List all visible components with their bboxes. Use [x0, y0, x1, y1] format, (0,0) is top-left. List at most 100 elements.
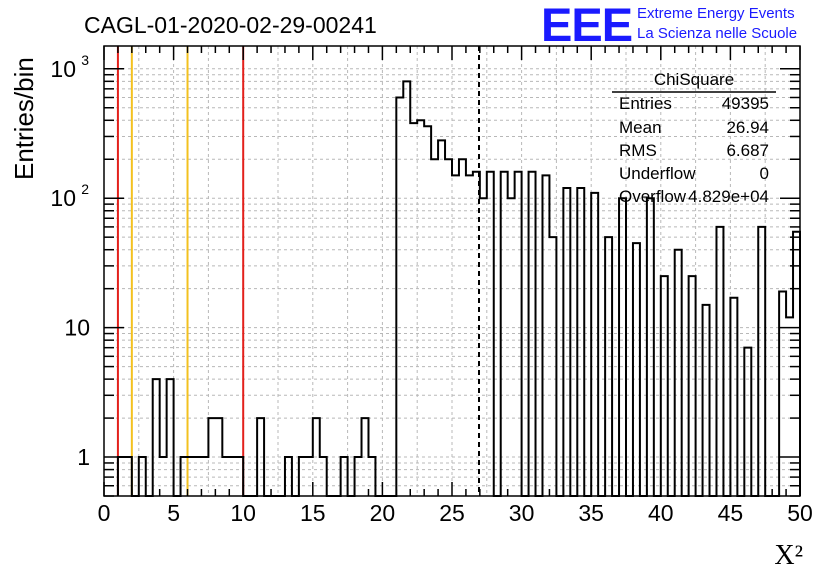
x-tick-label: 15 [300, 500, 326, 526]
histogram-bin [633, 243, 640, 496]
histogram-bin [396, 98, 403, 496]
histogram-bin [431, 159, 438, 496]
histogram-bin [452, 175, 459, 496]
eee-logo: EEE Extreme Energy Events La Scienza nel… [541, 0, 797, 51]
histogram-bin [313, 418, 320, 496]
histogram-bin [299, 457, 306, 496]
x-tick-label: 35 [578, 500, 604, 526]
x-tick-labels: 0 5 10 15 20 25 30 35 40 45 50 [98, 500, 813, 526]
histogram-bin [236, 457, 243, 496]
histogram-bin [730, 298, 737, 496]
x-tick-label: 45 [718, 500, 744, 526]
stats-label-entries: Entries [619, 94, 672, 113]
histogram-bin [779, 292, 786, 496]
stats-label-rms: RMS [619, 141, 657, 160]
logo-line-2: La Scienza nelle Scuole [637, 25, 797, 42]
logo-line-1: Extreme Energy Events [637, 5, 795, 22]
y-tick-exponent: 3 [81, 52, 89, 68]
histogram-bin [417, 120, 424, 496]
y-axis-title: Entries/bin [9, 57, 39, 180]
histogram-bin [466, 175, 473, 496]
histogram-bin [445, 159, 452, 496]
stats-value-underflow: 0 [760, 164, 769, 183]
histogram-bin [355, 457, 362, 496]
histogram-bin [487, 172, 494, 496]
histogram-bin [285, 457, 292, 496]
histogram-bin [591, 193, 598, 496]
y-tick-label: 1 [77, 444, 90, 470]
y-tick-label: 10 [50, 185, 76, 211]
x-tick-label: 25 [439, 500, 465, 526]
histogram-bin [424, 126, 431, 496]
histogram-bin [438, 140, 445, 496]
x-axis-title: X² [774, 540, 803, 571]
histogram-bin [689, 276, 696, 496]
histogram-bin [320, 457, 327, 496]
histogram-bin [341, 457, 348, 496]
histogram-bin [403, 81, 410, 496]
histogram-bin [716, 227, 723, 496]
x-tick-label: 40 [648, 500, 674, 526]
histogram-bin [508, 198, 515, 496]
histogram-bin [480, 198, 487, 496]
logo-letters: EEE [541, 0, 632, 51]
histogram-bin [744, 348, 751, 496]
x-tick-label: 10 [230, 500, 256, 526]
histogram-bin [577, 188, 584, 496]
histogram-bin [229, 457, 236, 496]
y-tick-labels: 1 10 10 2 10 3 [50, 52, 90, 470]
stats-box: ChiSquare Entries 49395 Mean 26.94 RMS 6… [612, 70, 776, 206]
x-tick-label: 30 [509, 500, 535, 526]
histogram-bin [515, 172, 522, 496]
y-tick-label: 10 [50, 56, 76, 82]
histogram-bin [501, 172, 508, 496]
histogram-bin [194, 457, 201, 496]
histogram-bin [201, 457, 208, 496]
histogram-bin [473, 172, 480, 496]
histogram-bin [410, 123, 417, 496]
histogram-bin [160, 457, 167, 496]
histogram-bin [563, 188, 570, 496]
stats-value-rms: 6.687 [726, 141, 769, 160]
histogram-bin [181, 457, 188, 496]
histogram-bin [118, 457, 125, 496]
stats-value-entries: 49395 [722, 94, 769, 113]
histogram-bin [362, 418, 369, 496]
histogram-bin [125, 457, 132, 496]
histogram-bin [153, 379, 160, 496]
histogram-bin [208, 418, 215, 496]
histogram-bin [368, 457, 375, 496]
histogram-bin [257, 418, 264, 496]
stats-value-mean: 26.94 [726, 118, 769, 137]
histogram-bin [549, 237, 556, 496]
reference-lines [116, 46, 481, 496]
x-tick-label: 0 [98, 500, 111, 526]
histogram-bin [188, 457, 195, 496]
histogram-bin [139, 457, 146, 496]
x-tick-label: 20 [370, 500, 396, 526]
stats-label-mean: Mean [619, 118, 662, 137]
histogram-bin [529, 172, 536, 496]
x-tick-label: 5 [167, 500, 180, 526]
histogram-bin [675, 250, 682, 496]
histogram-bin [758, 227, 765, 496]
y-tick-exponent: 2 [81, 181, 89, 197]
stats-title: ChiSquare [654, 70, 734, 89]
histogram-bin [306, 457, 313, 496]
histogram-bin [542, 175, 549, 496]
stats-value-overflow: 4.829e+04 [688, 187, 769, 206]
histogram-bin [222, 457, 229, 496]
chart-title: CAGL-01-2020-02-29-00241 [84, 12, 377, 38]
histogram-bin [459, 159, 466, 496]
histogram-bin [215, 418, 222, 496]
y-tick-label: 10 [64, 315, 90, 341]
histogram-bin [661, 276, 668, 496]
histogram-bin [167, 379, 174, 496]
histogram-bin [703, 305, 710, 496]
histogram-bin [605, 237, 612, 496]
histogram-bin [647, 198, 654, 496]
x-tick-label: 50 [787, 500, 813, 526]
histogram-bin [619, 198, 626, 496]
stats-label-overflow: Overflow [619, 187, 687, 206]
